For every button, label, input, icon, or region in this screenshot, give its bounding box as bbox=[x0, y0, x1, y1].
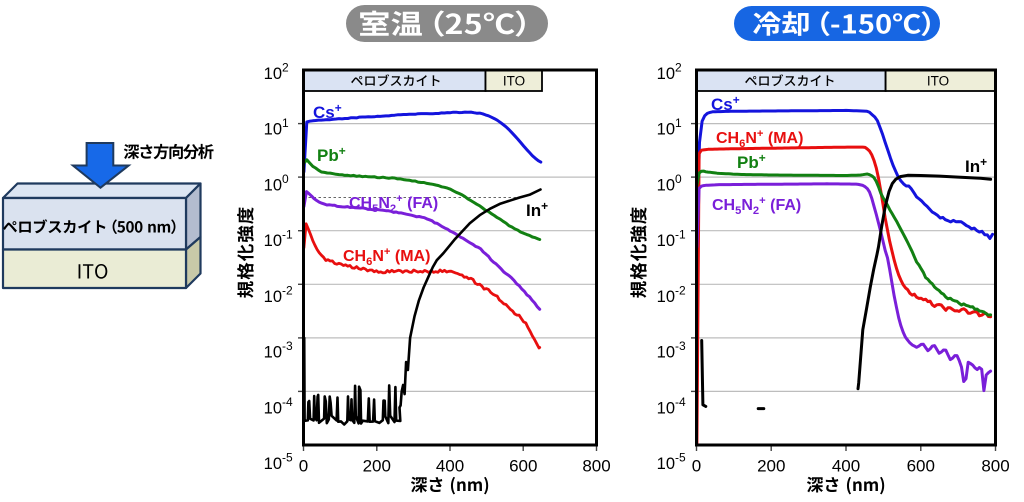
svg-text:800: 800 bbox=[582, 457, 610, 476]
svg-text:1: 1 bbox=[675, 116, 682, 130]
svg-text:In+: In+ bbox=[526, 199, 548, 220]
svg-text:10: 10 bbox=[657, 176, 675, 194]
svg-text:CH5N2+ (FA): CH5N2+ (FA) bbox=[349, 193, 438, 215]
svg-text:1: 1 bbox=[282, 116, 289, 130]
svg-text:10: 10 bbox=[657, 455, 675, 473]
svg-text:10: 10 bbox=[657, 288, 675, 306]
svg-text:10: 10 bbox=[657, 344, 675, 362]
svg-text:-3: -3 bbox=[282, 339, 293, 353]
svg-text:0: 0 bbox=[282, 172, 289, 186]
svg-text:-2: -2 bbox=[675, 283, 686, 297]
svg-text:10: 10 bbox=[264, 232, 282, 250]
svg-text:200: 200 bbox=[757, 457, 785, 476]
svg-text:200: 200 bbox=[363, 457, 391, 476]
svg-text:-4: -4 bbox=[282, 395, 293, 409]
svg-text:10: 10 bbox=[264, 121, 282, 139]
svg-text:ITO: ITO bbox=[927, 74, 949, 89]
svg-text:-1: -1 bbox=[282, 228, 293, 242]
svg-text:0: 0 bbox=[675, 172, 682, 186]
svg-text:In+: In+ bbox=[965, 155, 987, 176]
svg-text:10: 10 bbox=[264, 399, 282, 417]
svg-text:600: 600 bbox=[907, 457, 935, 476]
svg-text:0: 0 bbox=[299, 457, 308, 476]
svg-text:10: 10 bbox=[264, 65, 282, 83]
svg-text:400: 400 bbox=[436, 457, 464, 476]
svg-text:-5: -5 bbox=[675, 451, 686, 465]
svg-text:10: 10 bbox=[264, 176, 282, 194]
svg-text:Cs+: Cs+ bbox=[711, 93, 740, 114]
svg-text:-4: -4 bbox=[675, 395, 686, 409]
svg-text:10: 10 bbox=[264, 455, 282, 473]
svg-text:-3: -3 bbox=[675, 339, 686, 353]
svg-text:10: 10 bbox=[264, 288, 282, 306]
svg-text:2: 2 bbox=[675, 60, 682, 74]
svg-text:Pb+: Pb+ bbox=[737, 151, 766, 172]
svg-text:2: 2 bbox=[282, 60, 289, 74]
svg-text:-5: -5 bbox=[282, 451, 293, 465]
svg-text:-2: -2 bbox=[282, 283, 293, 297]
svg-text:0: 0 bbox=[692, 457, 701, 476]
svg-text:ITO: ITO bbox=[503, 74, 525, 89]
svg-text:400: 400 bbox=[832, 457, 860, 476]
svg-text:10: 10 bbox=[264, 344, 282, 362]
svg-text:10: 10 bbox=[657, 399, 675, 417]
svg-text:800: 800 bbox=[981, 457, 1009, 476]
svg-text:-1: -1 bbox=[675, 228, 686, 242]
svg-text:CH6N+ (MA): CH6N+ (MA) bbox=[716, 128, 803, 150]
svg-text:10: 10 bbox=[657, 121, 675, 139]
svg-text:Cs+: Cs+ bbox=[313, 101, 342, 122]
svg-text:CH6N+ (MA): CH6N+ (MA) bbox=[343, 246, 430, 268]
svg-text:10: 10 bbox=[657, 232, 675, 250]
svg-text:CH5N2+ (FA): CH5N2+ (FA) bbox=[712, 195, 801, 217]
svg-text:Pb+: Pb+ bbox=[317, 144, 346, 165]
svg-text:600: 600 bbox=[509, 457, 537, 476]
svg-text:10: 10 bbox=[657, 65, 675, 83]
